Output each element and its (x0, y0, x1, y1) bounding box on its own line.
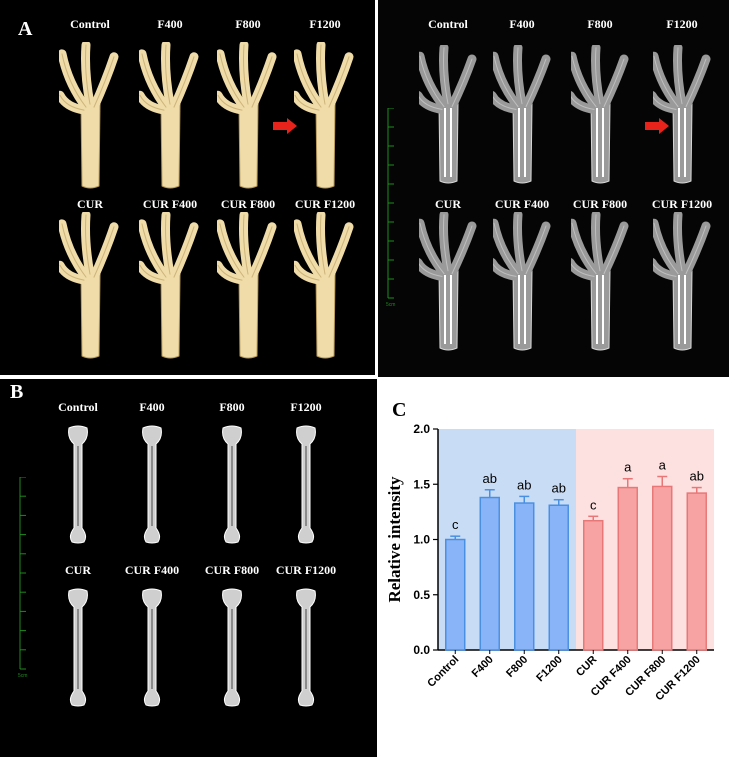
photo-label-top: F1200 (309, 17, 341, 31)
panel-c-chart: C 0.0 0.5 1.0 1.5 2.0 Relative intensity c Cont… (378, 379, 729, 757)
x-tick-label: CUR (574, 654, 599, 679)
panel-b-letter: B (10, 381, 24, 403)
bone-label-top: Control (58, 400, 98, 414)
xray-label-bottom: CUR F400 (494, 197, 550, 211)
bone-label-bottom: CUR F800 (204, 563, 260, 577)
femur-xray (222, 588, 242, 707)
xray-label-bottom: CUR (435, 197, 461, 211)
xray-label-top: F1200 (666, 17, 698, 31)
bar (617, 486, 638, 651)
significance-letter: c (590, 497, 597, 512)
significance-letter: a (624, 460, 632, 475)
scale-label: 5cm (18, 673, 27, 679)
red-arrow-icon (273, 118, 297, 134)
scale-bar-a: 5cm (386, 108, 395, 308)
x-tick-label: F800 (504, 654, 530, 680)
femur-xray (142, 588, 162, 707)
photo-label-top: F400 (157, 17, 183, 31)
photo-label-bottom: CUR F1200 (294, 197, 356, 211)
chicken-foot-photo (217, 212, 277, 359)
chicken-foot-xray (493, 212, 551, 351)
panel-b-xray (0, 379, 377, 757)
bone-label-top: F1200 (290, 400, 322, 414)
photo-label-bottom: CUR F400 (142, 197, 198, 211)
chicken-foot-xray (653, 212, 711, 351)
significance-letter: ab (517, 477, 531, 492)
chicken-foot-photo (217, 42, 277, 189)
scale-label: 5cm (386, 302, 395, 308)
y-axis-label: Relative intensity (385, 476, 404, 603)
xray-label-top: Control (428, 17, 468, 31)
chicken-foot-photo (59, 42, 119, 189)
bar (652, 485, 673, 651)
chicken-foot-xray (419, 212, 477, 351)
y-tick-label: 2.0 (413, 422, 430, 436)
chicken-foot-xray (653, 45, 711, 184)
bar (548, 504, 569, 651)
panel-a-letter: A (18, 18, 33, 40)
chicken-foot-xray (419, 45, 477, 184)
bone-label-bottom: CUR F1200 (275, 563, 337, 577)
xray-label-bottom: CUR F1200 (651, 197, 713, 211)
panel-a-xray (378, 0, 729, 377)
chicken-foot-xray (571, 45, 629, 184)
chicken-foot-photo (294, 42, 354, 189)
significance-letter: ab (690, 469, 704, 484)
xray-label-bottom: CUR F800 (572, 197, 628, 211)
bone-label-top: F800 (219, 400, 245, 414)
chicken-foot-xray (571, 212, 629, 351)
significance-letter: ab (483, 471, 497, 486)
photo-label-bottom: CUR F800 (220, 197, 276, 211)
bar (686, 492, 707, 651)
scale-bar-b: 5cm (18, 477, 27, 679)
chicken-foot-xray (493, 45, 551, 184)
chicken-foot-photo (139, 212, 199, 359)
panel-c-letter: C (392, 399, 407, 421)
photo-label-top: Control (70, 17, 110, 31)
femur-xray (296, 588, 316, 707)
bone-label-top: F400 (139, 400, 165, 414)
bar (583, 519, 604, 651)
significance-letter: ab (552, 481, 566, 496)
chicken-foot-photo (139, 42, 199, 189)
y-tick-label: 0.0 (413, 643, 430, 657)
x-tick-label: F1200 (534, 654, 565, 685)
femur-xray (296, 425, 316, 544)
significance-letter: c (452, 517, 459, 532)
bone-label-bottom: CUR F400 (124, 563, 180, 577)
x-tick-label: Control (425, 654, 461, 690)
y-tick-label: 0.5 (413, 588, 430, 602)
bar (514, 502, 535, 651)
y-tick-label: 1.5 (413, 477, 430, 491)
femur-xray (68, 425, 88, 544)
bar (479, 496, 500, 651)
chicken-foot-photo (59, 212, 119, 359)
bar-chart: 0.0 0.5 1.0 1.5 2.0 Relative intensity c Contro… (385, 422, 714, 703)
chicken-foot-photo (294, 212, 354, 359)
red-arrow-icon (645, 118, 669, 134)
x-tick-label: F400 (470, 654, 496, 680)
xray-label-top: F400 (509, 17, 535, 31)
femur-xray (142, 425, 162, 544)
bar (445, 538, 466, 651)
photo-label-top: F800 (235, 17, 261, 31)
femur-xray (68, 588, 88, 707)
photo-label-bottom: CUR (77, 197, 103, 211)
xray-label-top: F800 (587, 17, 613, 31)
bone-label-bottom: CUR (65, 563, 91, 577)
y-tick-label: 1.0 (413, 533, 430, 547)
femur-xray (222, 425, 242, 544)
significance-letter: a (659, 458, 667, 473)
